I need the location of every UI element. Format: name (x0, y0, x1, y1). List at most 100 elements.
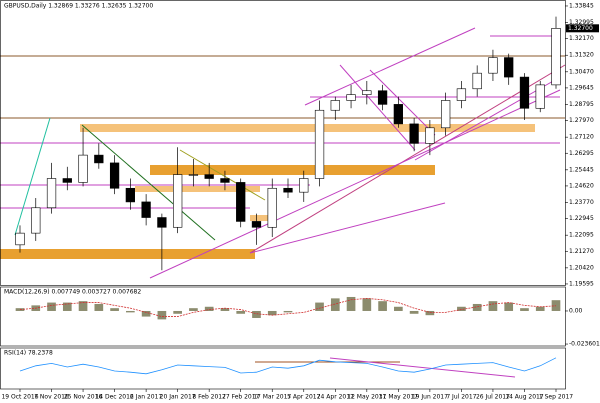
y-tick-label: 1.27970 (569, 117, 594, 124)
candle-body (188, 174, 199, 176)
macd-bar (504, 302, 514, 311)
y-tick-label: 1.30470 (569, 68, 594, 75)
y-tick-label: 1.22945 (569, 215, 594, 222)
candle-body (31, 207, 41, 234)
y-tick-label: 1.21270 (569, 248, 594, 255)
rsi-panel (0, 347, 566, 390)
x-tick-label: 24 Apr 2017 (317, 394, 354, 401)
y-tick-label: 1.26295 (569, 150, 594, 157)
channel-line (369, 69, 436, 136)
trend-line (14, 117, 51, 236)
x-tick-label: 25 Nov 2016 (64, 394, 103, 401)
candle-body (251, 221, 262, 228)
macd-bar (78, 301, 88, 311)
candle-body (62, 178, 72, 183)
macd-bar (283, 310, 293, 313)
candle-body (409, 123, 419, 144)
price-label-box (566, 24, 599, 33)
candle-body (141, 201, 151, 218)
macd-bar (267, 310, 277, 316)
macd-bar (330, 298, 340, 311)
x-tick-label: 31 May 2017 (379, 394, 418, 401)
y-tick-label: -0.023601 (569, 341, 600, 348)
candle-body (314, 109, 325, 179)
zone (250, 215, 270, 221)
candle-body (109, 162, 120, 189)
macd-bar (252, 310, 261, 318)
macd-bar (94, 303, 104, 311)
y-tick-label: 1.23770 (569, 199, 594, 206)
candle-body (46, 178, 57, 209)
x-tick-label: 14 Dec 2016 (95, 394, 134, 401)
macd-bar (315, 302, 324, 311)
x-tick-label: 1 Sep 2017 (539, 394, 573, 401)
channel-line (414, 79, 556, 161)
y-tick-label: 1.24620 (569, 182, 594, 189)
candle-body (456, 88, 467, 101)
channel-line (304, 27, 476, 106)
macd-bar (409, 310, 419, 314)
candle-body (472, 72, 482, 90)
macd-bar (189, 308, 198, 311)
candle-body (15, 232, 25, 246)
macd-bar (457, 306, 466, 311)
x-tick-label: 8 Feb 2017 (192, 394, 226, 401)
candle-body (551, 28, 561, 86)
candle-body (393, 104, 403, 125)
zone (150, 165, 435, 175)
panel-borders (0, 0, 566, 390)
signal-line (19, 297, 557, 317)
macd-bar (520, 308, 529, 311)
x-tick-label: 20 Jan 2017 (160, 394, 196, 401)
x-tick-label: 19 Oct 2016 (1, 394, 38, 401)
macd-bar (173, 310, 182, 314)
macd-bar (472, 303, 482, 311)
y-tick-label: 1.33845 (569, 2, 594, 9)
x-tick-label: 26 Jul 2017 (476, 394, 510, 401)
candle-body (330, 100, 340, 111)
y-tick-label: 1.28795 (569, 101, 594, 108)
candle-body (204, 174, 214, 179)
y-tick-label: 1.27120 (569, 134, 594, 141)
y-tick-label: 1.20420 (569, 264, 594, 271)
candle-body (377, 90, 388, 105)
x-tick-label: 19 Jun 2017 (412, 394, 448, 401)
y-tick-label: 0.00 (569, 307, 583, 314)
macd-bar (110, 308, 119, 311)
macd-bar (141, 310, 151, 317)
macd-panel (0, 286, 566, 347)
candle-body (504, 57, 514, 78)
candle-body (535, 84, 545, 109)
zone (135, 186, 260, 192)
price-panel (0, 0, 566, 286)
drawings (0, 27, 566, 378)
candle-body (173, 174, 183, 228)
candle-body (157, 217, 167, 228)
macd-bar (157, 310, 167, 320)
x-tick-label: 7 Jul 2017 (446, 394, 476, 401)
trend-line (249, 202, 446, 254)
x-tick-label: 5 Apr 2017 (287, 394, 320, 401)
candle-body (220, 178, 230, 183)
candle-body (283, 187, 293, 193)
zone (0, 249, 255, 259)
y-tick-label: 1.32170 (569, 35, 594, 42)
rsi-line (19, 357, 557, 375)
candle-body (78, 154, 88, 183)
candle-body (362, 90, 372, 95)
rsi-trend-line (329, 357, 516, 378)
trend-line (179, 149, 266, 201)
rsi-title: RSI(14) 78.2378 (4, 350, 53, 357)
macd-bar (236, 310, 246, 314)
y-tick-label: 1.22095 (569, 232, 594, 239)
zone (80, 124, 535, 132)
macd-bar (378, 301, 387, 311)
y-tick-label: 1.25445 (569, 166, 594, 173)
macd-bar (362, 298, 372, 311)
candle-body (299, 178, 309, 193)
x-tick-label: 7 Nov 2016 (34, 394, 69, 401)
x-tick-label: 14 Aug 2017 (505, 394, 544, 401)
macd-bar (346, 296, 356, 311)
candle-body (236, 182, 246, 222)
